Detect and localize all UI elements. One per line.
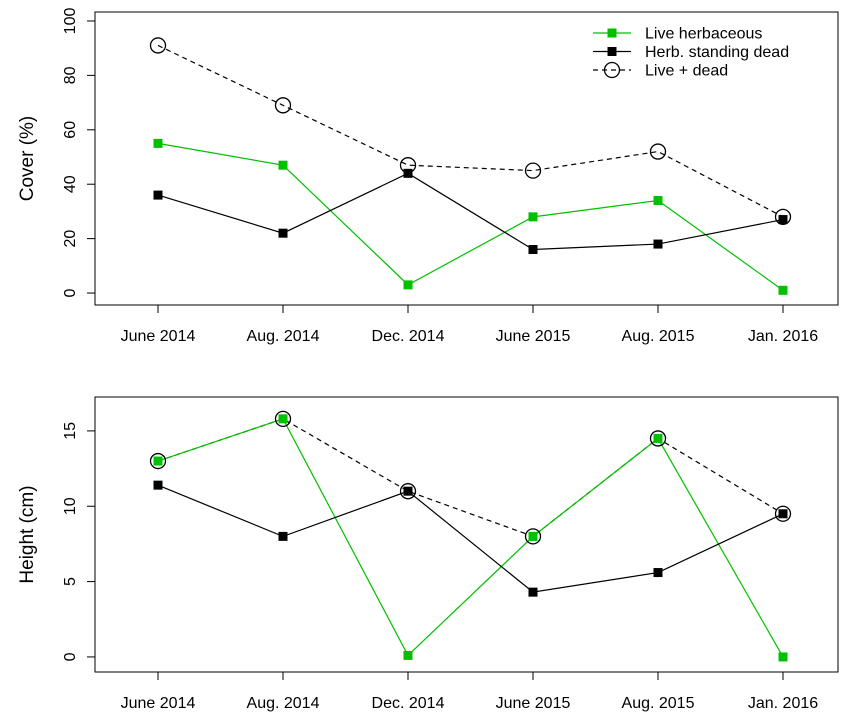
x-tick-label: June 2015 [496,695,571,712]
point-marker [603,61,621,79]
series-line [157,142,784,291]
series-line [157,418,784,538]
point-marker [403,168,413,178]
point-marker [153,456,163,466]
x-tick-label: Aug. 2015 [622,328,695,345]
point-marker [524,528,542,545]
point-marker [778,509,788,519]
point-marker [607,47,617,56]
y-tick-label: 5 [62,577,79,586]
point-marker [653,568,663,578]
point-marker [778,215,788,225]
plot-frame [94,11,839,306]
point-marker [278,228,288,238]
point-marker [403,280,413,290]
point-marker [153,138,163,148]
point-marker [774,208,792,226]
x-tick-label: June 2014 [121,328,196,345]
x-tick-label: Dec. 2014 [372,328,445,345]
point-marker [153,190,163,200]
x-tick-label: Aug. 2014 [247,695,320,712]
y-axis-label: Cover (%) [17,116,38,202]
legend-label: Live herbaceous [645,26,762,43]
x-tick-label: Jan. 2016 [748,328,818,345]
y-tick-label: 20 [62,230,79,248]
plot-frame [94,396,839,673]
y-tick-label: 60 [62,121,79,139]
point-marker [607,28,617,38]
y-axis-label: Height (cm) [17,485,38,583]
series-line [157,44,784,218]
y-tick-label: 15 [62,422,79,440]
y-tick-label: 100 [62,8,79,35]
point-marker [528,587,538,597]
series-line [157,418,784,658]
y-tick-label: 0 [62,288,79,297]
point-marker [399,483,417,500]
point-marker [149,37,167,54]
point-marker [653,239,663,249]
x-tick-label: June 2014 [121,695,196,712]
point-marker [778,652,788,662]
y-tick-label: 40 [62,175,79,193]
series-line [157,484,784,593]
point-marker [278,160,288,170]
point-marker [274,97,292,114]
point-marker [649,143,667,160]
point-marker [399,157,417,174]
point-marker [274,410,292,427]
point-marker [528,245,538,255]
point-marker [528,531,538,541]
point-marker [403,650,413,660]
point-marker [149,452,167,470]
point-marker [278,414,288,424]
point-marker [153,480,163,490]
legend-label: Herb. standing dead [645,44,789,61]
x-tick-label: Dec. 2014 [372,695,445,712]
point-marker [653,433,663,443]
x-tick-label: Aug. 2015 [622,695,695,712]
y-tick-label: 10 [62,497,79,515]
legend-label: Live + dead [645,63,728,80]
x-tick-label: June 2015 [496,328,571,345]
point-marker [653,196,663,206]
point-marker [278,531,288,541]
x-tick-label: Jan. 2016 [748,695,818,712]
x-tick-label: Aug. 2014 [247,328,320,345]
point-marker [403,486,413,496]
point-marker [774,505,792,522]
point-marker [524,162,542,179]
point-marker [528,212,538,222]
point-marker [778,285,788,295]
y-tick-label: 0 [62,652,79,661]
point-marker [649,430,667,447]
series-line [157,172,784,251]
y-tick-label: 80 [62,66,79,84]
